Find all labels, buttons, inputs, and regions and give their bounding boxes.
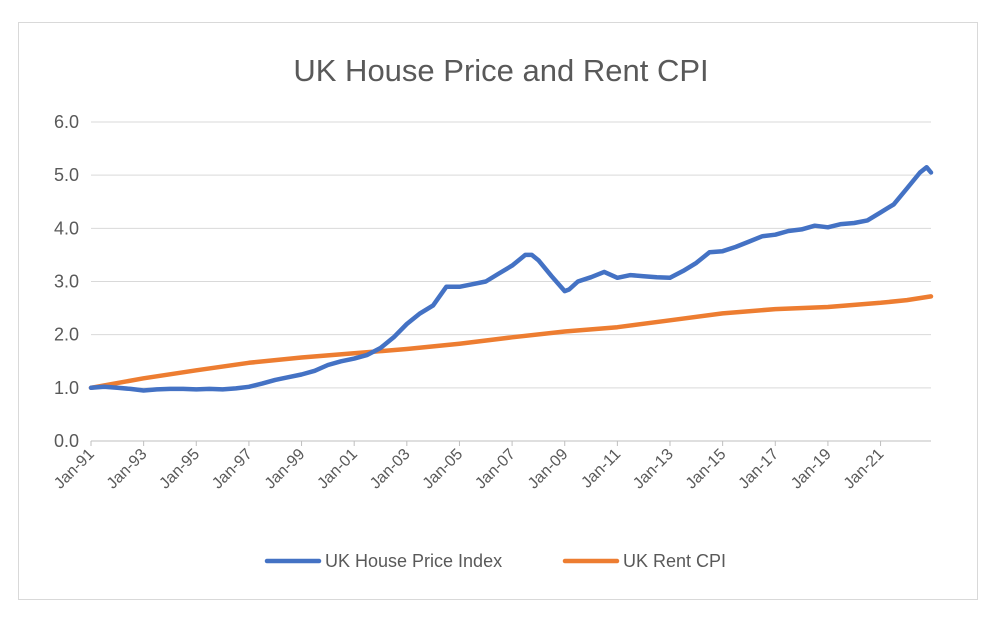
series-line-house-price-index <box>88 164 934 393</box>
chart-title: UK House Price and Rent CPI <box>293 53 708 88</box>
legend: UK House Price Index UK Rent CPI <box>264 551 726 571</box>
grid-layer <box>91 121 931 442</box>
legend-label: UK House Price Index <box>325 551 502 571</box>
x-tick-label: Jan-05 <box>420 446 467 493</box>
x-tick-label: Jan-93 <box>104 446 151 493</box>
x-tick-label: Jan-91 <box>51 446 98 493</box>
x-axis-ticks: Jan-91 Jan-93 Jan-95 Jan-97 Jan-99 Jan-01 Jan-… <box>51 441 887 492</box>
y-tick-label: 6.0 <box>54 112 79 132</box>
x-tick-label: Jan-09 <box>525 446 572 493</box>
x-tick-label: Jan-15 <box>683 446 730 493</box>
y-tick-label: 3.0 <box>54 272 79 292</box>
x-tick-label: Jan-11 <box>578 446 624 492</box>
y-tick-label: 4.0 <box>54 218 79 238</box>
y-tick-label: 0.0 <box>54 431 79 451</box>
legend-label: UK Rent CPI <box>623 551 726 571</box>
y-axis-ticks: 0.0 1.0 2.0 3.0 4.0 5.0 6.0 <box>54 112 79 451</box>
x-tick-label: Jan-19 <box>788 446 835 493</box>
y-tick-label: 2.0 <box>54 325 79 345</box>
x-tick-label: Jan-95 <box>156 446 203 493</box>
x-tick-label: Jan-13 <box>630 446 677 493</box>
y-tick-label: 1.0 <box>54 378 79 398</box>
x-tick-label: Jan-07 <box>472 446 519 493</box>
x-tick-label: Jan-99 <box>262 446 309 493</box>
chart-frame: UK House Price and Rent CPI 0.0 1.0 2.0 3.0… <box>18 22 978 600</box>
series-layer <box>88 164 934 393</box>
x-tick-label: Jan-03 <box>367 446 414 493</box>
line-chart: UK House Price and Rent CPI 0.0 1.0 2.0 3.0… <box>51 53 934 571</box>
series-line-rent-cpi <box>88 294 934 391</box>
x-tick-label: Jan-21 <box>841 446 888 493</box>
x-tick-label: Jan-17 <box>735 446 782 493</box>
x-tick-label: Jan-97 <box>209 446 256 493</box>
x-tick-label: Jan-01 <box>314 446 361 493</box>
y-tick-label: 5.0 <box>54 165 79 185</box>
